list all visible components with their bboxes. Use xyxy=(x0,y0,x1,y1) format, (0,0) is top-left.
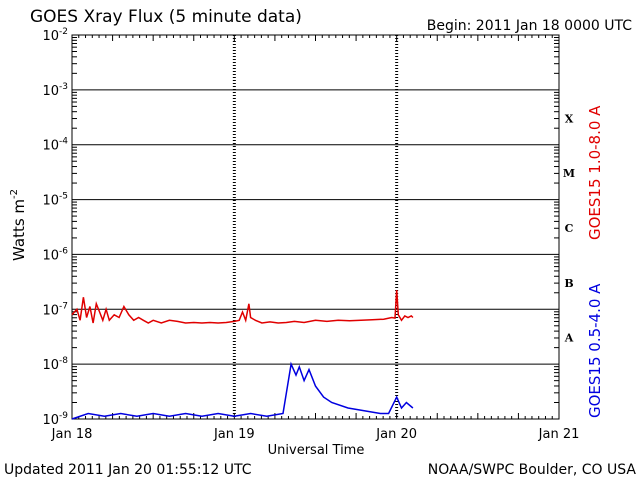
legend-series-blue: GOES15 0.5-4.0 A xyxy=(586,283,604,418)
series-layer xyxy=(71,290,414,420)
x-tick-labels: Jan 18 Jan 19 Jan 20 Jan 21 xyxy=(51,427,580,442)
flare-class-b: B xyxy=(564,277,573,290)
y-tick-label: 10-4 xyxy=(42,137,68,154)
y-tick-label: 10-9 xyxy=(42,411,68,428)
footer-updated: Updated 2011 Jan 20 01:55:12 UTC xyxy=(4,462,252,478)
svg-text:Watts m-2: Watts m-2 xyxy=(9,189,28,261)
legend-series-red: GOES15 1.0-8.0 A xyxy=(586,105,604,240)
flare-class-x: X xyxy=(565,112,574,125)
series-line-blue xyxy=(71,361,414,420)
y-tick-label: 10-3 xyxy=(42,82,68,99)
plot-frame xyxy=(71,34,560,420)
chart-title: GOES Xray Flux (5 minute data) xyxy=(30,7,302,27)
y-tick-label: 10-7 xyxy=(42,301,68,318)
begin-label: Begin: 2011 Jan 18 0000 UTC xyxy=(427,18,632,34)
axis-ticks xyxy=(71,35,560,419)
x-tick-label: Jan 18 xyxy=(51,427,93,442)
y-tick-label: 10-5 xyxy=(42,192,68,209)
x-tick-label: Jan 19 xyxy=(213,427,255,442)
flare-class-c: C xyxy=(565,222,574,235)
y-tick-label: 10-2 xyxy=(42,27,68,44)
y-tick-labels: 10-9 10-8 10-7 10-6 10-5 10-4 10-3 10-2 xyxy=(42,27,68,428)
grid-lines xyxy=(72,35,559,419)
y-axis-label: Watts m-2 xyxy=(9,189,28,261)
flare-class-a: A xyxy=(564,332,574,345)
x-tick-label: Jan 20 xyxy=(375,427,417,442)
x-tick-label: Jan 21 xyxy=(538,427,580,442)
x-axis-label: Universal Time xyxy=(268,443,365,458)
footer-source: NOAA/SWPC Boulder, CO USA xyxy=(428,462,637,478)
flare-class-m: M xyxy=(563,167,575,180)
y-tick-label: 10-8 xyxy=(42,356,68,373)
flare-class-labels: A B C M X xyxy=(563,112,575,344)
series-line-red xyxy=(71,290,414,324)
y-tick-label: 10-6 xyxy=(42,246,68,263)
